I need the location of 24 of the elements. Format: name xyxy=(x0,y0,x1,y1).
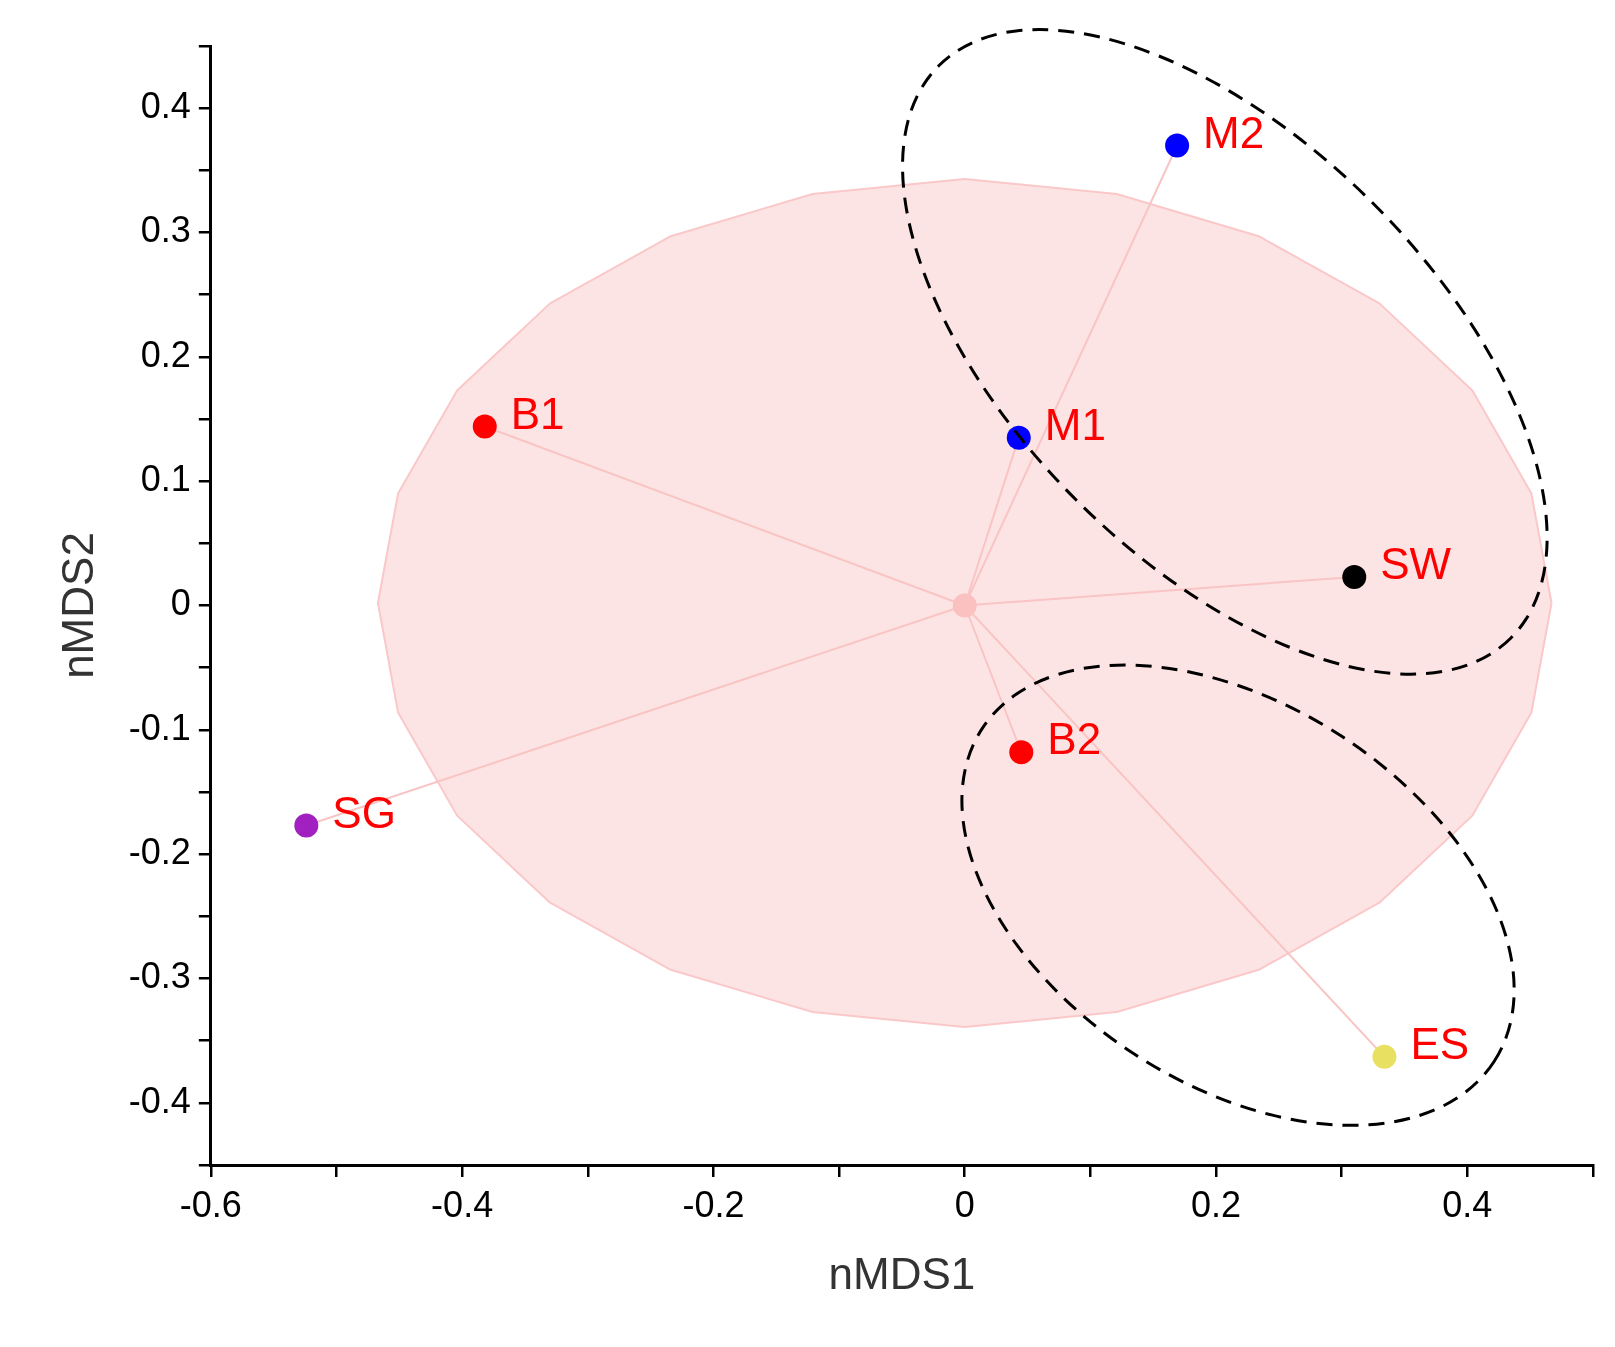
x-tick-label: -0.6 xyxy=(179,1183,242,1225)
y-tick-label: 0.2 xyxy=(140,333,191,375)
x-tick-label: 0.2 xyxy=(1191,1183,1242,1225)
annotation: ES xyxy=(1410,1018,1470,1068)
annotation: SW xyxy=(1380,539,1452,589)
x-tick-label: -0.4 xyxy=(431,1183,494,1225)
annotation: SG xyxy=(332,787,396,837)
x-tick-label: 0.4 xyxy=(1442,1183,1493,1225)
y-tick-label: 0.1 xyxy=(140,458,191,500)
x-tick-label: 0 xyxy=(954,1183,975,1225)
annotation: M1 xyxy=(1044,399,1106,449)
annotation: B1 xyxy=(510,388,565,438)
y-tick-label: 0.4 xyxy=(140,85,191,127)
annotation: B2 xyxy=(1047,714,1102,764)
y-tick-label: 0 xyxy=(170,582,191,624)
annotation: M2 xyxy=(1203,107,1265,157)
y-tick-label: -0.3 xyxy=(128,955,191,997)
x-axis-title: nMDS1 xyxy=(828,1248,976,1298)
y-tick-label: -0.1 xyxy=(128,706,191,748)
y-axis-title: nMDS2 xyxy=(52,532,102,679)
y-tick-label: 0.3 xyxy=(140,209,191,251)
y-tick-label: -0.4 xyxy=(128,1079,191,1121)
y-tick-label: -0.2 xyxy=(128,831,191,873)
x-tick-label: -0.2 xyxy=(682,1183,745,1225)
